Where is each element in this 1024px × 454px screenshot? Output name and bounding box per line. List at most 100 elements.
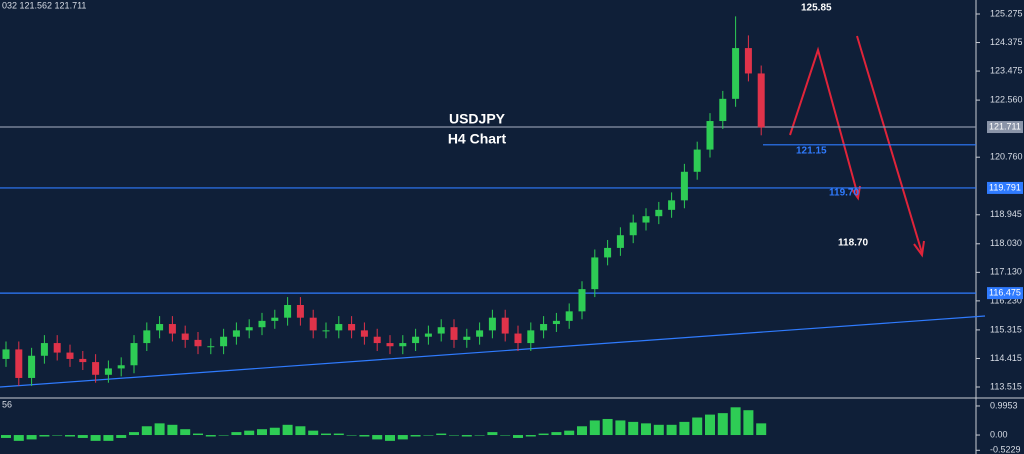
candle-body [437,327,445,334]
indicator-bar [231,432,242,436]
indicator-bar [1,435,11,438]
y-tick-label: 125.275 [990,8,1023,18]
indicator-bar [39,435,50,437]
indicator-bar [743,410,754,436]
candle-body [296,305,304,318]
indicator-bar [205,435,216,437]
candle-body [642,216,650,223]
indicator-bar [730,407,741,436]
indicator-bar [513,435,523,438]
candle-body [463,336,471,340]
indicator-bar [13,435,24,441]
indicator-bar [257,429,267,436]
indicator-bar [628,421,639,436]
candle-body [220,336,228,347]
y-tick-label: 0.00 [990,429,1008,439]
annotation: 119.70 [829,188,859,199]
candle-body [527,330,535,344]
candle-body [53,343,61,353]
candle-body [412,336,420,344]
candle-body [194,339,202,347]
y-tick-label: 120.760 [990,152,1023,162]
candle-body [732,48,740,99]
indicator-bar [589,420,600,436]
candle-body [476,330,484,337]
candle-body [540,324,548,331]
price-label-box [987,181,1023,194]
indicator-bar [295,426,306,436]
indicator-bar [538,433,549,436]
indicator-bar [449,435,459,436]
candle-body [66,352,74,359]
indicator-bar [410,435,421,437]
candle-body [604,247,612,258]
candle-body [360,330,368,337]
y-tick-label: 118.030 [990,238,1022,248]
indicator-bar [321,433,331,436]
candle-body [719,98,727,122]
candle-body [79,358,87,363]
indicator-bar [167,424,178,436]
indicator-bar [717,413,728,436]
candle-body [424,333,432,337]
price-label-box [987,287,1023,300]
candle-body [104,368,112,375]
indicator-bar [346,435,357,436]
candle-body [552,320,560,325]
candle-body [744,48,752,74]
indicator-bar [90,435,101,441]
indicator-bar [77,435,88,438]
candle-body [117,365,125,369]
indicator-bar [500,435,511,436]
indicator-bar [666,424,677,436]
candle-body [668,200,676,210]
indicator-bar [487,432,498,436]
y-tick-label: 118.945 [990,209,1022,219]
target-label: 121.15 [796,145,827,156]
annotation: 125.85 [801,3,832,14]
indicator-bar [333,433,344,436]
candle-body [28,355,36,378]
candle-body [309,317,317,331]
indicator-bar [244,430,255,436]
candle-body [181,333,189,340]
y-tick-label: 123.475 [990,65,1023,75]
arrow-head [850,185,861,201]
candle-body [40,343,48,356]
y-tick-label: 0.9953 [990,400,1018,410]
indicator-bar [103,435,114,441]
y-tick-label: 115.315 [990,324,1022,334]
candle-body [514,333,522,344]
indicator-bar [282,424,293,436]
candle-body [322,330,330,332]
candle-body [578,289,586,312]
candle-body [168,324,176,334]
indicator-bar [154,423,165,436]
header-text: 032 121.562 121.711 [2,0,86,10]
indicator-bar [141,426,152,436]
indicator-bar [692,417,703,436]
indicator-bar [129,432,139,436]
indicator-bar [564,430,575,436]
candle-body [348,324,356,331]
candle-body [15,349,23,378]
price-label: 119.791 [989,182,1021,192]
indicator-bar [180,429,191,436]
candle-body [655,209,663,217]
indicator-bar [372,435,383,440]
indicator-bar [308,430,319,436]
candle-body [143,330,151,344]
y-tick-label: 117.130 [990,267,1022,277]
y-tick-label: 113.515 [990,381,1022,391]
indicator-bar [359,435,370,437]
candle-body [92,362,100,375]
candle-body [271,317,279,321]
indicator-bar [705,414,715,436]
price-label-box [987,121,1023,134]
indicator-bar [269,427,280,436]
candle-body [207,346,215,348]
y-tick-label: 122.560 [990,94,1023,104]
indicator-bar [756,423,767,436]
